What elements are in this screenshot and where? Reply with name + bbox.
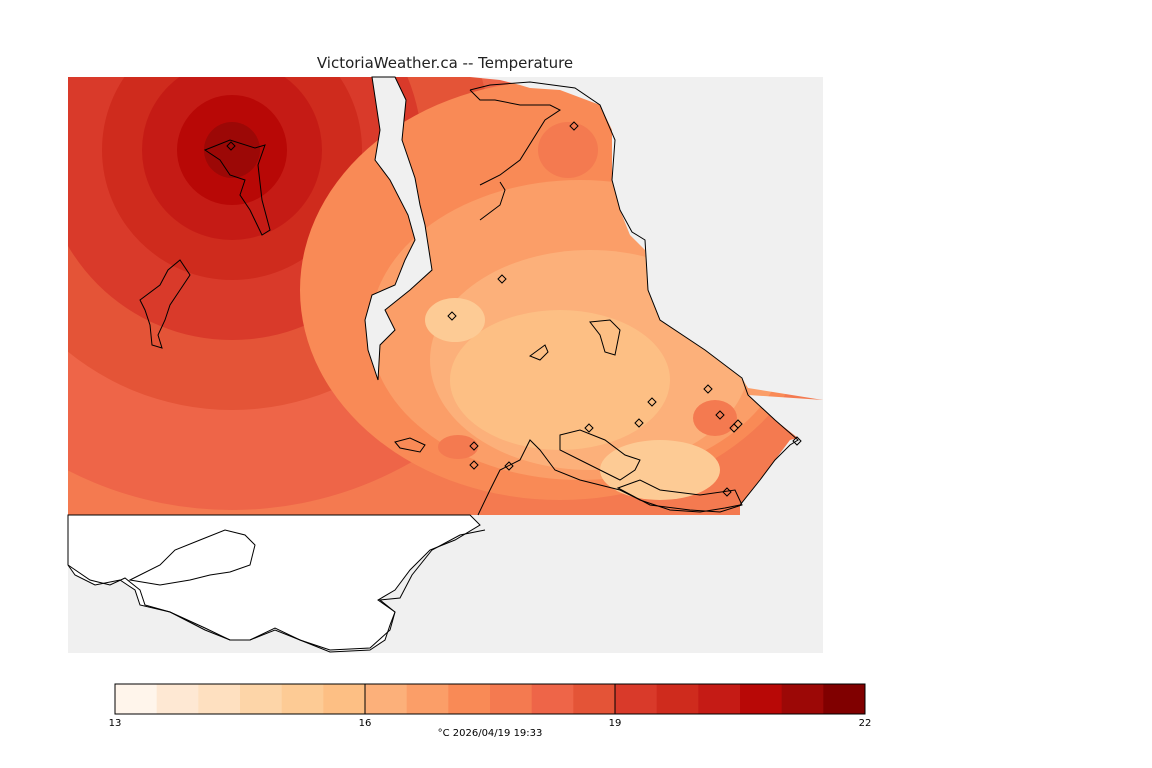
legend-swatch: [406, 684, 449, 714]
legend-swatch: [281, 684, 324, 714]
water-overlays: [364, 76, 823, 515]
legend-swatch: [156, 684, 199, 714]
legend-swatch: [490, 684, 533, 714]
legend-swatch: [240, 684, 283, 714]
station-markers: [226, 121, 802, 497]
legend-swatch: [698, 684, 741, 714]
legend-swatch: [740, 684, 783, 714]
legend-swatch: [198, 684, 241, 714]
legend-swatch: [781, 684, 824, 714]
legend-swatch: [115, 684, 158, 714]
color-legend: 13 16 19 22: [109, 683, 872, 729]
legend-swatch: [448, 684, 491, 714]
map-title: VictoriaWeather.ca -- Temperature: [316, 54, 574, 72]
legend-swatch: [323, 684, 366, 714]
legend-frame: [114, 683, 866, 715]
legend-swatch: [365, 684, 408, 714]
legend-swatch: [531, 684, 574, 714]
legend-swatch: [823, 684, 866, 714]
legend-swatch: [573, 684, 616, 714]
legend-tick-label: 19: [609, 718, 622, 729]
south-region: [67, 514, 823, 653]
legend-tick-label: 22: [859, 718, 872, 729]
legend-tick-label: 16: [359, 718, 372, 729]
us-landmass: [67, 514, 481, 653]
legend-swatch: [656, 684, 699, 714]
unit-and-timestamp: °C 2026/04/19 19:33: [437, 728, 543, 739]
legend-tick-label: 13: [109, 718, 122, 729]
legend-swatch: [615, 684, 658, 714]
